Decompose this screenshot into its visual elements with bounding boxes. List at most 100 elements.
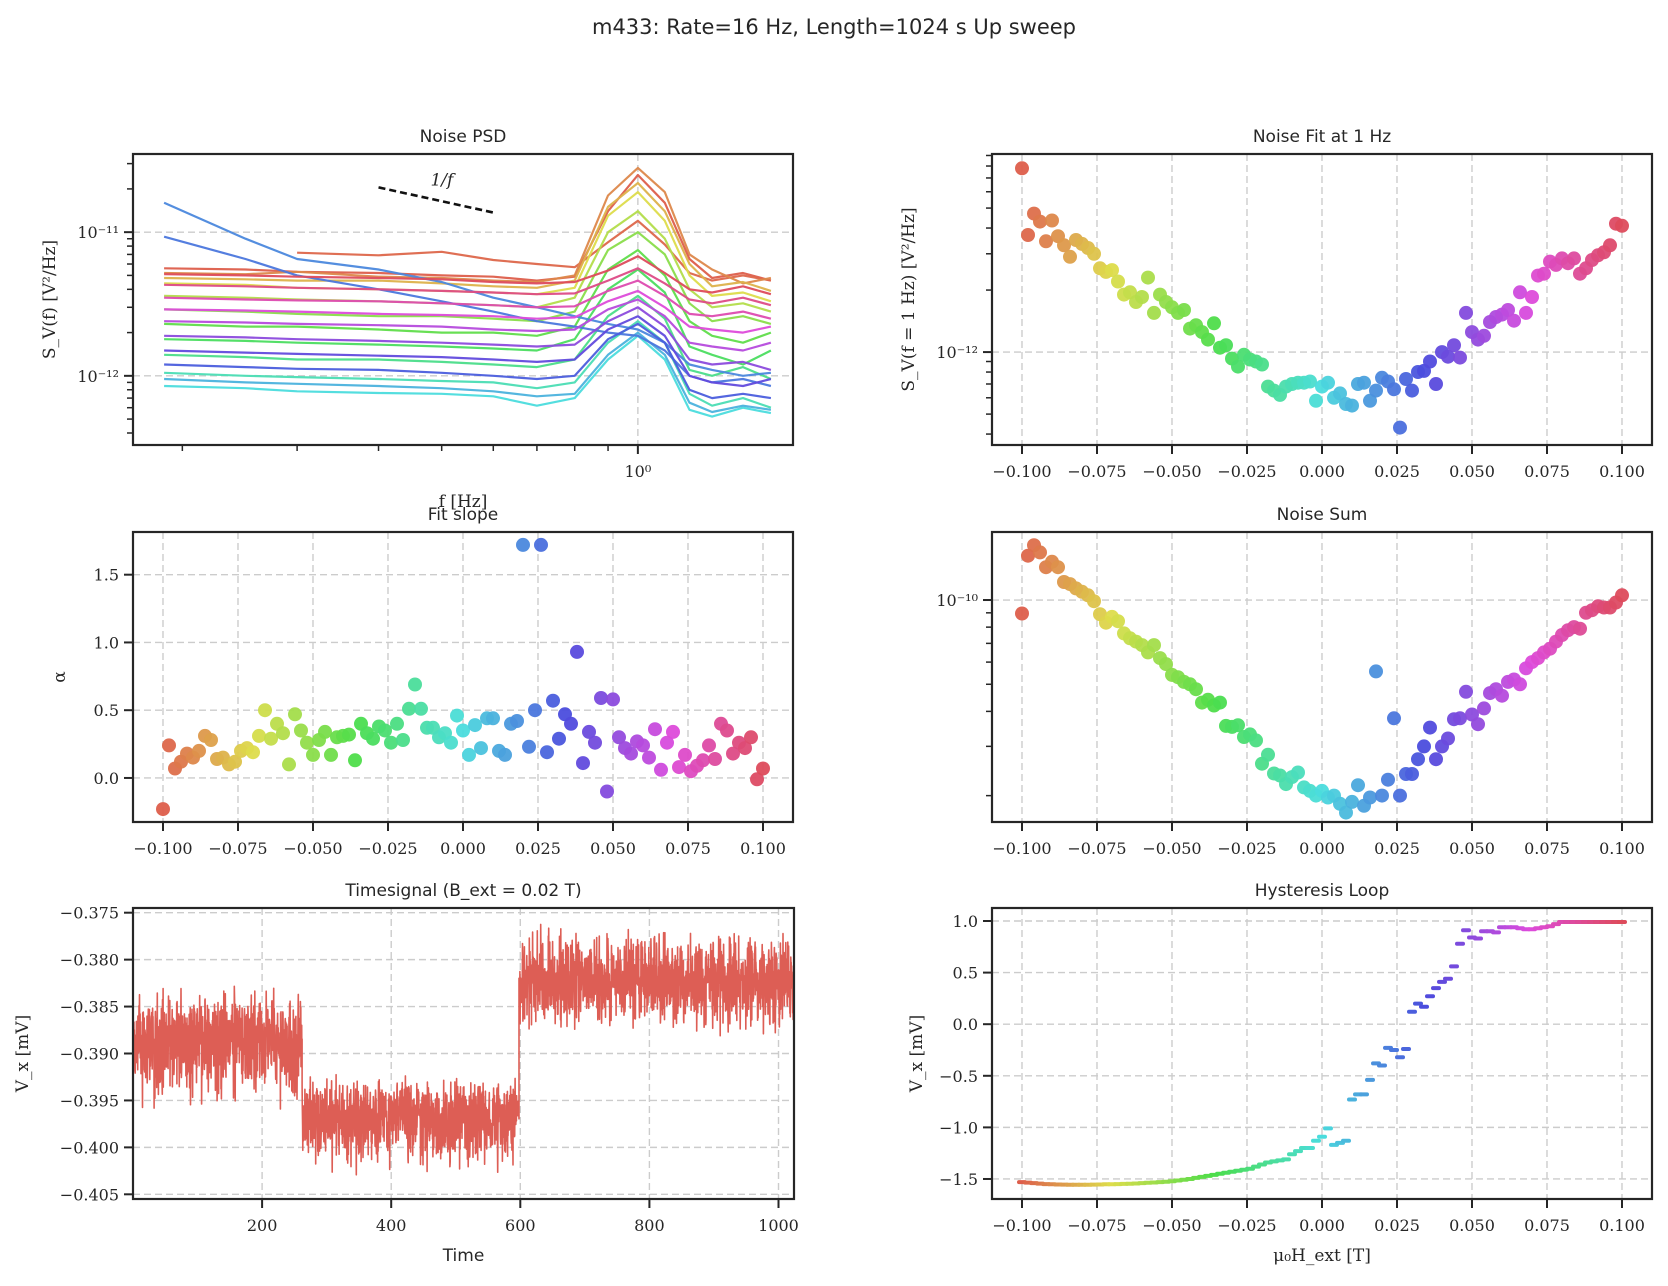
- x-tick-label: 1000: [758, 1216, 799, 1235]
- scatter-point: [1429, 377, 1443, 391]
- y-tick-label: 1.0: [953, 912, 978, 931]
- scatter-point: [1369, 664, 1383, 679]
- axes-title: Noise PSD: [420, 127, 507, 147]
- y-axis-label: S_V(f = 1 Hz) [V²/Hz]: [899, 207, 919, 391]
- axes-noise-psd: Noise PSD 10⁰ 10⁻¹² 10⁻¹¹ f [Hz] S_V(f) [V²/H…: [40, 127, 795, 512]
- axes-frame: [131, 906, 796, 1201]
- x-tick-label: 0.100: [1599, 1216, 1645, 1235]
- plot-area: [1017, 920, 1627, 1187]
- y-tick-label: −1.5: [939, 1170, 978, 1189]
- scatter-point: [450, 708, 464, 723]
- scatter-point: [648, 722, 662, 737]
- x-tick-label: −0.100: [992, 462, 1051, 481]
- psd-series-line: [164, 267, 772, 307]
- psd-series-line: [164, 298, 772, 352]
- axes-noise-sum: Noise Sum −0.100 −0.075 −0.050 −0.025 0.000 0.…: [936, 505, 1654, 858]
- x-tick-label: 0.075: [1524, 1216, 1570, 1235]
- x-tick-label: −0.075: [208, 839, 267, 858]
- scatter-point: [396, 733, 410, 747]
- scatter-point: [1615, 218, 1629, 233]
- scatter-point: [1417, 739, 1431, 754]
- scatter-point: [1507, 313, 1521, 328]
- x-tick-label: −0.075: [1067, 839, 1126, 858]
- x-axis-label: μ₀H_ext [T]: [1273, 1246, 1371, 1266]
- scatter-point: [708, 752, 722, 766]
- axes-hysteresis-loop: Hysteresis Loop −0.100 −0.075 −0.050 −0.025 0…: [907, 881, 1654, 1266]
- y-tick-label: 0.0: [94, 769, 119, 788]
- x-tick-label: −0.050: [1142, 462, 1201, 481]
- scatter-point: [252, 728, 266, 743]
- scatter-point: [1393, 420, 1407, 435]
- x-axis-label: Time: [442, 1246, 485, 1266]
- scatter-point: [1015, 606, 1029, 621]
- scatter-point: [1255, 357, 1269, 372]
- scatter-point: [264, 731, 278, 746]
- scatter-point: [1423, 720, 1437, 735]
- x-tick-label: 0.100: [1599, 462, 1645, 481]
- scatter-point: [1501, 303, 1515, 317]
- scatter-point: [366, 731, 380, 746]
- x-tick-label: 0.025: [1374, 1216, 1420, 1235]
- y-tick-label: −0.375: [60, 904, 119, 923]
- x-tick-label: 0.050: [1449, 839, 1495, 858]
- scatter-point: [1471, 717, 1485, 732]
- x-tick-label: −0.025: [1217, 462, 1276, 481]
- x-tick-label: 0.100: [740, 839, 786, 858]
- scatter-point: [1345, 398, 1359, 413]
- scatter-point: [1615, 588, 1629, 603]
- scatter-point: [456, 723, 470, 738]
- scatter-point: [1219, 338, 1233, 353]
- y-tick-label: −0.385: [60, 998, 119, 1017]
- scatter-point: [540, 745, 554, 760]
- scatter-point: [1207, 316, 1221, 331]
- scatter-point: [726, 746, 740, 761]
- scatter-point: [324, 747, 338, 762]
- scatter-point: [1087, 594, 1101, 609]
- scatter-point: [1021, 228, 1035, 242]
- scatter-point: [1357, 375, 1371, 390]
- y-tick-label: −0.395: [60, 1091, 119, 1110]
- x-tick-label: 0.025: [1374, 839, 1420, 858]
- scatter-point: [1459, 305, 1473, 320]
- scatter-point: [1423, 354, 1437, 369]
- psd-series-line: [164, 315, 772, 388]
- x-tick-label: −0.025: [1217, 1216, 1276, 1235]
- y-tick-label: 10⁻¹²: [936, 343, 978, 362]
- x-tick-label: 0.000: [1299, 1216, 1345, 1235]
- scatter-point: [1159, 657, 1173, 672]
- x-tick-label: 0.075: [665, 839, 711, 858]
- scatter-point: [1453, 350, 1467, 365]
- scatter-point: [228, 754, 242, 769]
- scatter-point: [1345, 794, 1359, 809]
- x-tick-label: 0.000: [440, 839, 486, 858]
- y-tick-label: 0.5: [94, 701, 119, 720]
- scatter-point: [1231, 718, 1245, 733]
- plot-area: [1015, 161, 1629, 435]
- scatter-point: [1057, 238, 1071, 253]
- scatter-point: [588, 735, 602, 750]
- x-tick-label: 600: [505, 1216, 536, 1235]
- axes-title: Hysteresis Loop: [1255, 881, 1390, 901]
- scatter-point: [486, 711, 500, 726]
- scatter-point: [756, 761, 770, 776]
- scatter-point: [462, 747, 476, 762]
- scatter-point: [498, 747, 512, 762]
- y-axis-label: S_V(f) [V²/Hz]: [40, 240, 60, 359]
- y-tick-label: −0.405: [60, 1185, 119, 1204]
- scatter-point: [342, 727, 356, 742]
- psd-series-line: [164, 166, 772, 285]
- scatter-point: [672, 760, 686, 775]
- scatter-point: [1201, 332, 1215, 347]
- y-tick-label: −0.400: [60, 1138, 119, 1157]
- y-tick-label: 10⁻¹⁰: [936, 591, 978, 610]
- timesignal-line: [133, 923, 794, 1176]
- psd-series-line: [164, 322, 772, 400]
- scatter-point: [1363, 790, 1377, 805]
- scatter-point: [192, 743, 206, 758]
- scatter-point: [744, 730, 758, 745]
- psd-series-line: [164, 331, 772, 414]
- axes-title: Noise Sum: [1277, 505, 1368, 525]
- axes-timesignal: Timesignal (B_ext = 0.02 T) 200 400 600 800 1…: [13, 881, 799, 1266]
- scatter-point: [1375, 788, 1389, 803]
